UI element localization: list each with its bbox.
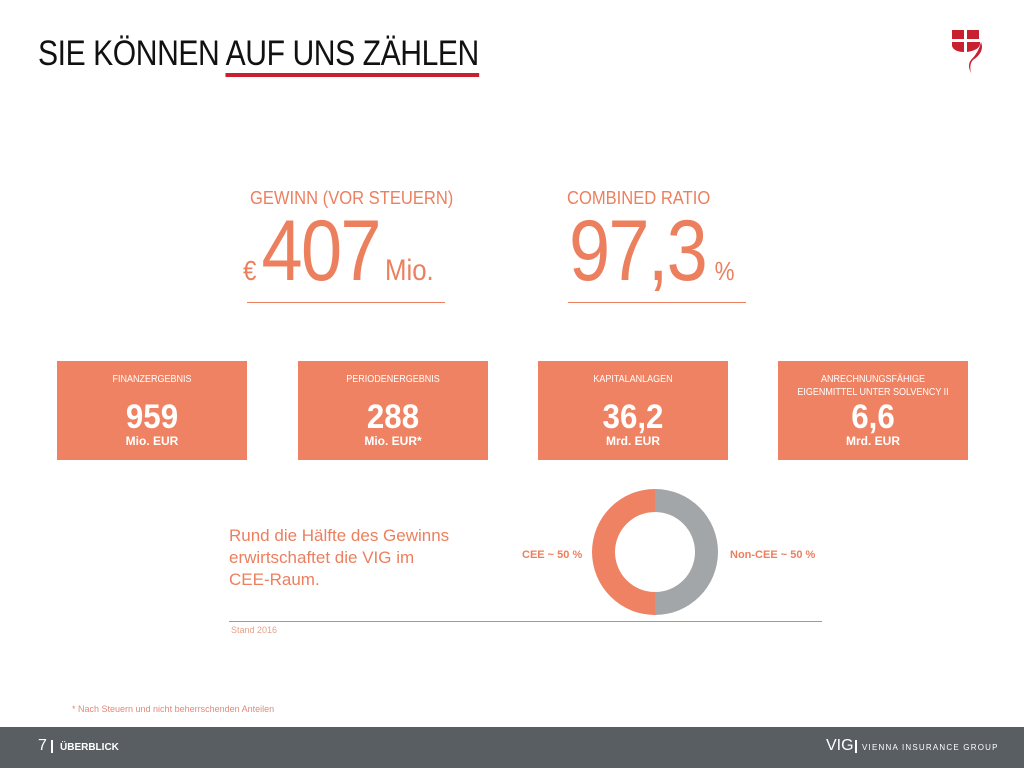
separator [51,740,53,753]
footnote: * Nach Steuern und nicht beherrschenden … [72,704,275,714]
cee-label: CEE ~ 50 % [522,549,583,561]
profit-row: € 407 Mio. [243,206,434,296]
donut-segment-non-cee [655,489,718,615]
divider [568,302,746,303]
ratio-unit: % [714,256,735,286]
box-unit: Mrd. EUR [846,434,900,448]
box-label: FINANZERGEBNIS [112,374,192,385]
ratio-row: 97,3 % [569,206,735,296]
box-value: 959 [125,398,179,436]
kpi-box-kapitalanlagen: KAPITALANLAGEN 36,2 Mrd. EUR [538,361,728,460]
box-value: 36,2 [602,398,664,436]
cee-text: Rund die Hälfte des Gewinns erwirtschaft… [229,526,450,589]
separator [855,740,857,753]
kpi-box-finanzergebnis: FINANZERGEBNIS 959 Mio. EUR [57,361,247,460]
ratio-label: COMBINED RATIO [567,188,711,208]
brand-short: VIG [826,737,854,754]
page-title: SIE KÖNNEN AUF UNS ZÄHLEN [38,34,479,77]
cee-donut [592,489,718,615]
source-note: Stand 2016 [231,625,278,635]
title-underlined: AUF UNS ZÄHLEN [225,34,479,77]
box-unit: Mio. EUR [125,434,179,448]
footer: 7 ÜBERBLICK VIG VIENNA INSURANCE GROUP [0,727,1024,768]
profit-label: GEWINN (VOR STEUERN) [250,188,454,208]
divider [247,302,445,303]
box-unit: Mio. EUR* [364,434,422,448]
box-label: PERIODENERGEBNIS [346,374,440,385]
box-label: KAPITALANLAGEN [593,374,673,385]
title-part1: SIE KÖNNEN [38,34,226,73]
profit-currency: € [243,255,257,286]
ratio-value: 97,3 [569,203,708,299]
divider [229,621,822,622]
section-name: ÜBERBLICK [60,742,119,753]
non-cee-label: Non-CEE ~ 50 % [730,549,816,561]
vig-logo-icon [952,30,982,73]
brand-full: VIENNA INSURANCE GROUP [862,743,999,752]
box-value: 288 [366,398,420,436]
profit-unit: Mio. [384,254,434,287]
profit-value: 407 [261,203,382,299]
kpi-box-eigenmittel: ANRECHNUNGSFÄHIGE EIGENMITTEL UNTER SOLV… [778,361,968,460]
box-unit: Mrd. EUR [606,434,660,448]
box-value: 6,6 [851,398,895,436]
page-number: 7 [38,737,47,754]
kpi-box-periodenergebnis: PERIODENERGEBNIS 288 Mio. EUR* [298,361,488,460]
box-label: ANRECHNUNGSFÄHIGE EIGENMITTEL UNTER SOLV… [797,374,949,398]
donut-segment-cee [592,489,655,615]
